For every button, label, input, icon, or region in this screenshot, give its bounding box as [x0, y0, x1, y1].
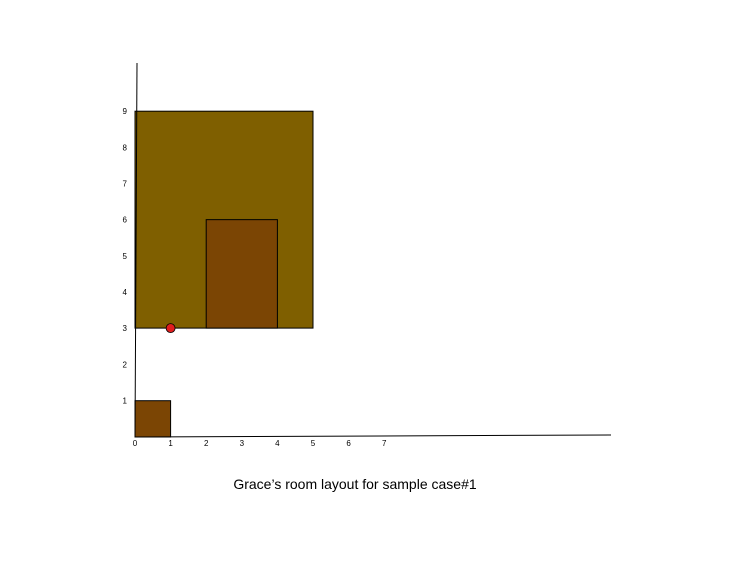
y-tick-label: 5	[123, 252, 128, 261]
x-tick-label: 7	[382, 439, 387, 448]
x-tick-label: 6	[346, 439, 351, 448]
y-tick-label: 1	[123, 397, 128, 406]
x-tick-label: 4	[275, 439, 280, 448]
diagram-caption: Grace’s room layout for sample case#1	[233, 476, 477, 492]
y-tick-label: 7	[123, 180, 128, 189]
position-marker	[165, 323, 176, 334]
x-tick-label: 1	[168, 439, 173, 448]
y-tick-label: 9	[123, 107, 128, 116]
x-tick-label: 0	[133, 439, 138, 448]
x-axis	[134, 434, 612, 438]
y-axis	[134, 62, 138, 438]
x-tick-label: 2	[204, 439, 209, 448]
furniture-rect-2	[134, 400, 172, 438]
x-tick-label: 5	[311, 439, 316, 448]
y-tick-label: 4	[123, 288, 128, 297]
y-tick-label: 2	[123, 360, 128, 369]
y-tick-label: 8	[123, 143, 128, 152]
x-tick-label: 3	[240, 439, 245, 448]
y-tick-label: 3	[123, 324, 128, 333]
y-tick-label: 6	[123, 216, 128, 225]
furniture-rect-1	[205, 219, 278, 329]
